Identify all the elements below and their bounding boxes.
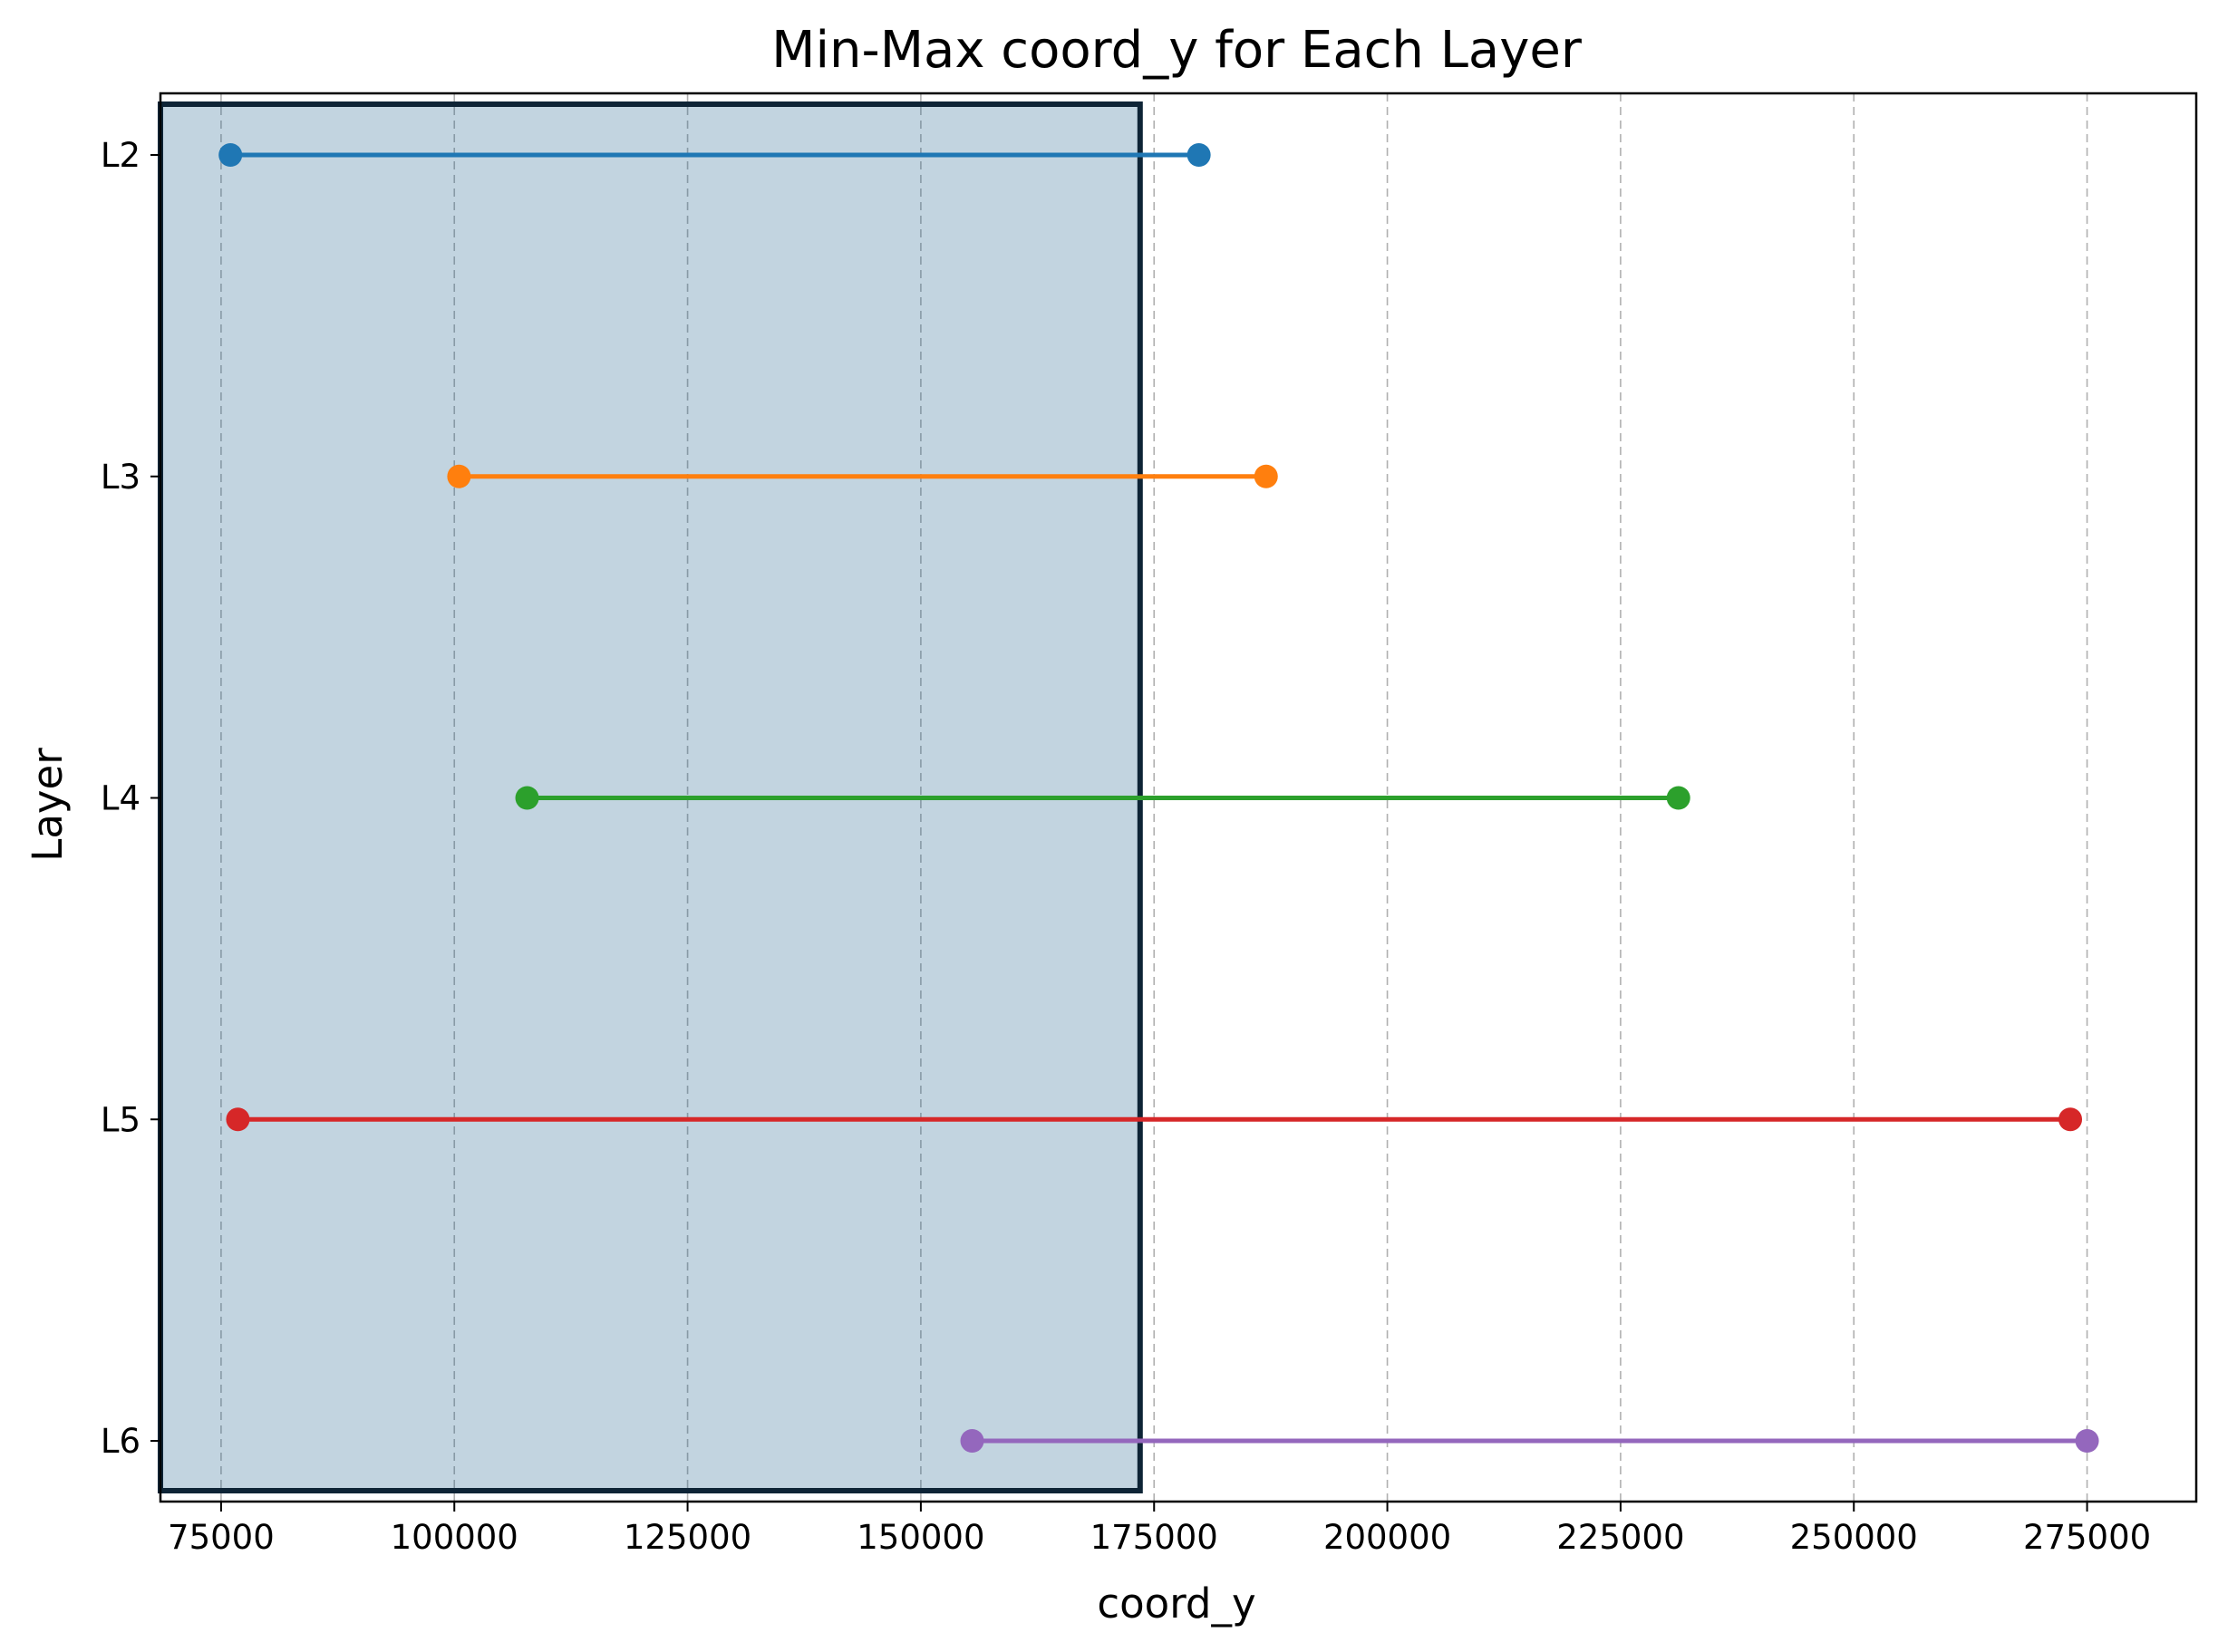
y-tick-label: L6: [101, 1422, 140, 1461]
x-tick-label: 175000: [1090, 1518, 1218, 1557]
x-axis-ticks: 75000 100000 125000 150000 175000 200000 22500…: [168, 1502, 2151, 1557]
max-point: [2075, 1429, 2099, 1453]
series-layer: [218, 143, 2099, 1453]
x-tick-label: 75000: [168, 1518, 275, 1557]
x-axis-label: coord_y: [1097, 1580, 1255, 1628]
range-series-l4: [515, 786, 1690, 810]
range-series-l3: [447, 464, 1278, 488]
y-axis-ticks: L2 L3 L4 L5 L6: [101, 136, 160, 1461]
max-point: [1186, 143, 1211, 167]
min-point: [960, 1429, 984, 1453]
max-point: [1666, 786, 1690, 810]
y-tick-label: L5: [101, 1100, 140, 1139]
x-tick-label: 250000: [1790, 1518, 1918, 1557]
min-point: [226, 1107, 250, 1132]
y-tick-label: L2: [101, 136, 140, 175]
max-point: [1254, 464, 1278, 488]
y-axis-label: Layer: [24, 748, 72, 862]
x-tick-label: 150000: [857, 1518, 984, 1557]
grid-lines: [220, 93, 2088, 1502]
x-tick-label: 100000: [391, 1518, 518, 1557]
range-series-l6: [960, 1429, 2099, 1453]
x-tick-label: 275000: [2023, 1518, 2151, 1557]
y-tick-label: L4: [101, 779, 140, 818]
y-tick-label: L3: [101, 458, 140, 497]
range-series-l2: [218, 143, 1211, 167]
x-tick-label: 225000: [1556, 1518, 1684, 1557]
max-point: [2058, 1107, 2083, 1132]
min-point: [218, 143, 243, 167]
min-point: [447, 464, 471, 488]
x-tick-label: 200000: [1323, 1518, 1451, 1557]
min-point: [515, 786, 539, 810]
range-series-l5: [226, 1107, 2083, 1132]
x-tick-label: 125000: [624, 1518, 751, 1557]
chart-title: Min-Max coord_y for Each Layer: [771, 21, 1583, 80]
